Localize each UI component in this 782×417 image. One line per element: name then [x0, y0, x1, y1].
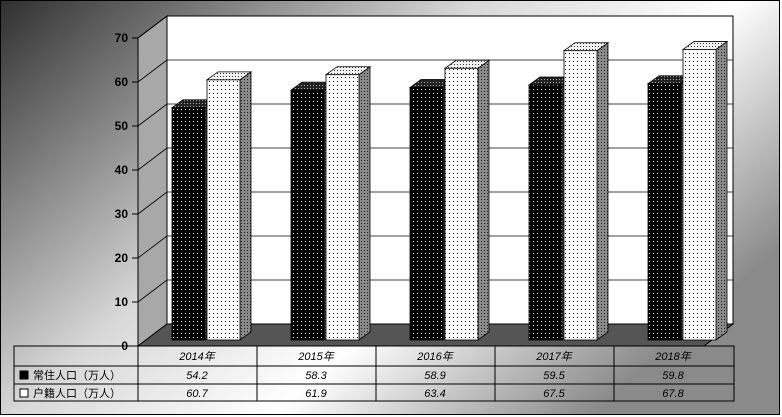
gridline-side — [137, 103, 168, 127]
category-label: 2017年 — [535, 350, 572, 363]
bars — [170, 40, 729, 341]
data-cell: 59.8 — [662, 370, 684, 382]
bar-front — [409, 87, 444, 341]
data-table: 2014年 2015年 2016年 2017年 2018年 常住人口（万人） 5… — [13, 345, 735, 402]
gridline-side — [137, 235, 168, 259]
bar — [562, 41, 610, 341]
plot-side-wall — [137, 14, 168, 348]
gridline-side — [137, 191, 168, 215]
bar-front — [325, 74, 360, 341]
bar — [443, 59, 491, 341]
legend-label-resident: 常住人口（万人） — [33, 368, 121, 382]
data-table-border — [13, 345, 735, 402]
bar-side — [715, 40, 728, 341]
y-tick-label: 70 — [115, 31, 129, 45]
legend-swatch-resident — [19, 370, 29, 380]
bar-side — [239, 71, 252, 341]
y-tick-label: 60 — [115, 75, 129, 89]
data-cell: 61.9 — [305, 388, 326, 400]
y-tick-label: 40 — [115, 163, 129, 177]
bar-front — [171, 107, 206, 341]
gridline-side — [137, 147, 168, 171]
bar-front — [563, 50, 598, 341]
bar — [681, 40, 729, 341]
y-tick-label: 20 — [115, 251, 129, 265]
data-cell: 67.8 — [662, 388, 684, 400]
data-cell: 63.4 — [424, 388, 445, 400]
bar-side — [596, 41, 609, 341]
category-label: 2015年 — [297, 350, 334, 363]
bar-side — [358, 65, 371, 341]
bar-front — [290, 89, 325, 341]
gridline-side — [137, 15, 168, 39]
category-label: 2018年 — [654, 350, 691, 363]
data-cell: 58.9 — [424, 370, 445, 382]
category-label: 2016年 — [416, 350, 453, 363]
data-cell: 58.3 — [305, 370, 327, 382]
gridline-side — [137, 279, 168, 303]
data-cell: 54.2 — [186, 370, 207, 382]
bar-front — [647, 83, 682, 341]
bar — [324, 65, 372, 341]
bar-side — [477, 59, 490, 341]
bar — [205, 71, 253, 341]
legend-swatch-registered — [19, 388, 29, 398]
bar-front — [444, 67, 479, 341]
y-tick-label: 30 — [115, 207, 129, 221]
legend-label-registered: 户籍人口（万人） — [33, 386, 121, 400]
data-cell: 60.7 — [186, 388, 208, 400]
gridline-side — [137, 59, 168, 83]
category-label: 2014年 — [178, 350, 215, 363]
bar-front — [528, 84, 563, 341]
bar-front — [206, 79, 241, 341]
data-cell: 59.5 — [543, 370, 565, 382]
y-tick-label: 10 — [115, 295, 129, 309]
bar-front — [682, 49, 717, 341]
data-cell: 67.5 — [543, 388, 565, 400]
y-tick-label: 50 — [115, 119, 129, 133]
